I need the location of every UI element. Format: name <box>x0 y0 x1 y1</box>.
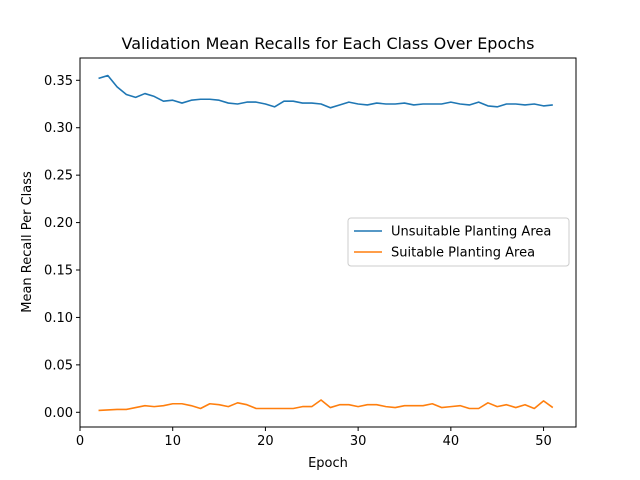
y-tick-label: 0.10 <box>44 311 73 326</box>
y-tick-label: 0.15 <box>44 264 73 279</box>
x-tick-label: 20 <box>257 434 274 449</box>
y-tick-label: 0.20 <box>44 216 73 231</box>
series-layer <box>98 74 554 412</box>
axes-layer: 0 10 20 30 40 50 0.00 0.05 0.10 0.15 0.20 0.25 0.30 0… <box>44 74 552 449</box>
x-tick-label: 50 <box>535 434 552 449</box>
y-tick-label: 0.35 <box>44 74 73 89</box>
chart-title: Validation Mean Recalls for Each Class O… <box>121 34 534 53</box>
x-tick-label: 10 <box>164 434 181 449</box>
x-tick-label: 0 <box>76 434 84 449</box>
legend-box <box>347 217 570 267</box>
y-tick-label: 0.00 <box>44 406 73 421</box>
legend-label: Suitable Planting Area <box>391 246 535 261</box>
y-tick-label: 0.25 <box>44 169 73 184</box>
legend: Unsuitable Planting Area Suitable Plantin… <box>347 217 570 267</box>
y-tick-label: 0.05 <box>44 358 73 373</box>
series-line-1 <box>98 74 553 109</box>
legend-label: Unsuitable Planting Area <box>391 225 551 240</box>
y-axis-label: Mean Recall Per Class <box>20 171 35 313</box>
plot-frame <box>79 57 577 428</box>
x-tick-label: 30 <box>350 434 367 449</box>
y-tick-label: 0.30 <box>44 121 73 136</box>
x-axis-label: Epoch <box>308 456 348 471</box>
series-line-2 <box>98 399 554 412</box>
x-tick-label: 40 <box>443 434 460 449</box>
